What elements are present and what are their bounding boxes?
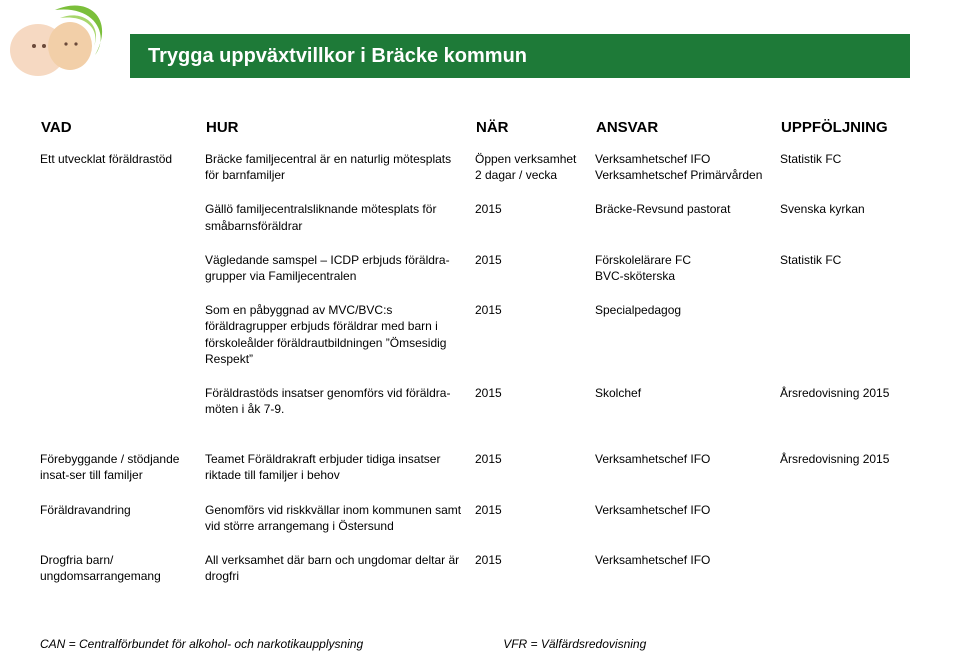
cell-upp: Statistik FC (780, 148, 920, 186)
cell-upp: Årsredovisning 2015 (780, 448, 920, 486)
cell-hur: Gällö familjecentralsliknande mötesplats… (205, 198, 475, 236)
cell-upp (780, 499, 920, 537)
table-row: Ett utvecklat föräldrastödBräcke familje… (40, 148, 920, 186)
table-row: FöräldravandringGenomförs vid riskkvälla… (40, 499, 920, 537)
cell-nar: 2015 (475, 382, 595, 420)
cell-vad: Föräldravandring (40, 499, 205, 537)
row-spacer (40, 420, 920, 432)
table-body: Ett utvecklat föräldrastödBräcke familje… (40, 148, 920, 599)
table-row: Som en påbyggnad av MVC/BVC:s föräldragr… (40, 299, 920, 370)
cell-ansvar: Skolchef (595, 382, 780, 420)
cell-hur: Bräcke familjecentral är en naturlig möt… (205, 148, 475, 186)
cell-nar: 2015 (475, 549, 595, 587)
table-header-row: VAD HUR NÄR ANSVAR UPPFÖLJNING (40, 118, 920, 148)
row-spacer (40, 186, 920, 198)
footnote-can: CAN = Centralförbundet för alkohol- och … (40, 637, 363, 651)
cell-hur: All verksamhet där barn och ungdomar del… (205, 549, 475, 587)
cell-vad (40, 249, 205, 287)
cell-nar: 2015 (475, 499, 595, 537)
group-spacer (40, 432, 920, 448)
cell-ansvar: Specialpedagog (595, 299, 780, 370)
col-nar: NÄR (475, 118, 595, 148)
col-uppfoljning: UPPFÖLJNING (780, 118, 920, 148)
cell-nar: 2015 (475, 299, 595, 370)
cell-upp: Statistik FC (780, 249, 920, 287)
banner: Trygga uppväxtvillkor i Bräcke kommun (130, 34, 910, 78)
col-ansvar: ANSVAR (595, 118, 780, 148)
row-spacer (40, 237, 920, 249)
cell-hur: Teamet Föräldrakraft erbjuder tidiga ins… (205, 448, 475, 486)
footnotes: CAN = Centralförbundet för alkohol- och … (40, 637, 920, 651)
cell-ansvar: Verksamhetschef IFO (595, 448, 780, 486)
cell-nar: Öppen verksamhet2 dagar / vecka (475, 148, 595, 186)
row-spacer (40, 587, 920, 599)
cell-vad (40, 299, 205, 370)
col-hur: HUR (205, 118, 475, 148)
cell-vad (40, 382, 205, 420)
table-row: Förebyggande / stödjande insat-ser till … (40, 448, 920, 486)
cell-upp (780, 549, 920, 587)
banner-title: Trygga uppväxtvillkor i Bräcke kommun (148, 45, 527, 68)
cell-vad: Förebyggande / stödjande insat-ser till … (40, 448, 205, 486)
cell-vad (40, 198, 205, 236)
footnote-vfr: VFR = Välfärdsredovisning (503, 637, 646, 651)
cell-vad: Drogfria barn/ungdomsarrangemang (40, 549, 205, 587)
table-row: Föräldrastöds insatser genomförs vid för… (40, 382, 920, 420)
cell-ansvar: Verksamhetschef IFOVerksamhetschef Primä… (595, 148, 780, 186)
col-vad: VAD (40, 118, 205, 148)
row-spacer (40, 487, 920, 499)
table-row: Drogfria barn/ungdomsarrangemangAll verk… (40, 549, 920, 587)
row-spacer (40, 287, 920, 299)
cell-ansvar: Bräcke-Revsund pastorat (595, 198, 780, 236)
cell-ansvar: Verksamhetschef IFO (595, 499, 780, 537)
cell-hur: Vägledande samspel – ICDP erbjuds föräld… (205, 249, 475, 287)
cell-vad: Ett utvecklat föräldrastöd (40, 148, 205, 186)
cell-upp: Årsredovisning 2015 (780, 382, 920, 420)
cell-nar: 2015 (475, 249, 595, 287)
cell-ansvar: Förskolelärare FCBVC-sköterska (595, 249, 780, 287)
main-table: VAD HUR NÄR ANSVAR UPPFÖLJNING Ett utvec… (40, 118, 920, 599)
cell-hur: Genomförs vid riskkvällar inom kommunen … (205, 499, 475, 537)
logo-illustration (0, 0, 120, 80)
cell-nar: 2015 (475, 198, 595, 236)
cell-hur: Som en påbyggnad av MVC/BVC:s föräldragr… (205, 299, 475, 370)
row-spacer (40, 370, 920, 382)
page: Trygga uppväxtvillkor i Bräcke kommun VA… (0, 0, 960, 669)
cell-upp (780, 299, 920, 370)
cell-upp: Svenska kyrkan (780, 198, 920, 236)
table-row: Gällö familjecentralsliknande mötesplats… (40, 198, 920, 236)
cell-hur: Föräldrastöds insatser genomförs vid för… (205, 382, 475, 420)
cell-nar: 2015 (475, 448, 595, 486)
cell-ansvar: Verksamhetschef IFO (595, 549, 780, 587)
row-spacer (40, 537, 920, 549)
table-row: Vägledande samspel – ICDP erbjuds föräld… (40, 249, 920, 287)
